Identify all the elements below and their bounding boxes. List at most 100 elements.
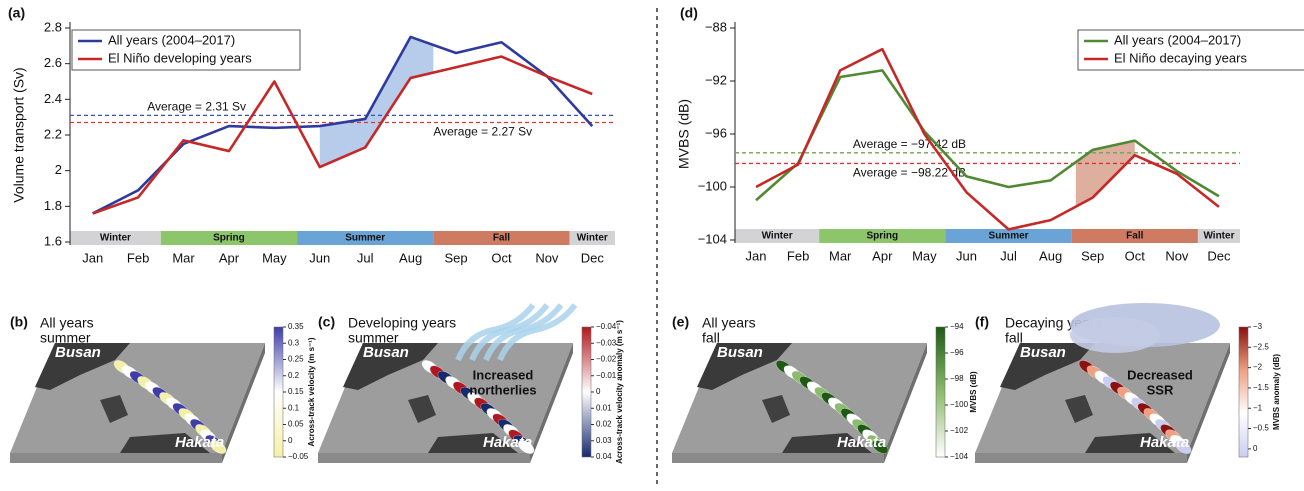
season-label: Spring <box>866 231 898 242</box>
legend-label: All years (2004–2017) <box>108 32 235 47</box>
x-tick-label: Dec <box>581 250 605 265</box>
map-side <box>10 453 222 463</box>
annotation: Decreased <box>1127 367 1193 382</box>
x-tick-label: Oct <box>491 250 512 265</box>
colorbar-label: Across-track velocity anomaly (m s⁻¹) <box>615 320 624 464</box>
panel-label: (f) <box>975 314 989 330</box>
season-label: Summer <box>989 231 1029 242</box>
y-tick-label: −100 <box>698 178 727 193</box>
colorbar-tick-label: −0.01 <box>596 371 617 380</box>
x-tick-label: Feb <box>787 248 809 263</box>
x-tick-label: Mar <box>829 248 852 263</box>
city-label: Busan <box>1020 344 1066 361</box>
colorbar-tick-label: −0.05 <box>288 452 309 461</box>
average-label: Average = 2.31 Sv <box>147 100 246 114</box>
x-tick-label: May <box>262 250 287 265</box>
x-tick-label: Aug <box>1039 248 1062 263</box>
season-label: Fall <box>493 233 510 244</box>
x-tick-label: Feb <box>127 250 149 265</box>
colorbar-tick-label: 0.01 <box>596 403 612 412</box>
panel-title: All years <box>40 315 94 331</box>
x-tick-label: Mar <box>172 250 195 265</box>
city-label: Hakata <box>483 434 532 451</box>
colorbar-label: MVBS anomaly (dB) <box>1272 354 1281 430</box>
y-tick-label: 1.8 <box>44 198 62 213</box>
colorbar-tick-label: −96 <box>950 348 964 357</box>
season-label: Summer <box>345 233 385 244</box>
y-tick-label: −88 <box>705 19 727 34</box>
colorbar-label: Across-track velocity (m s⁻¹) <box>307 337 316 446</box>
city-label: Hakata <box>175 434 224 451</box>
colorbar <box>936 327 945 457</box>
colorbar <box>1239 327 1248 457</box>
y-tick-label: 1.6 <box>44 233 62 248</box>
colorbar-tick-label: 0.35 <box>288 322 304 331</box>
colorbar-tick-label: −0.5 <box>1253 424 1269 433</box>
annotation: northerlies <box>469 382 536 397</box>
colorbar <box>582 327 591 457</box>
x-tick-label: Sep <box>444 250 467 265</box>
season-label: Winter <box>1203 231 1234 242</box>
y-tick-label: −104 <box>698 231 727 246</box>
map-side <box>672 453 884 463</box>
shaded-difference <box>1076 141 1135 207</box>
colorbar-tick-label: 0 <box>1253 444 1258 453</box>
y-tick-label: 2.4 <box>44 91 62 106</box>
shaded-difference <box>320 37 434 167</box>
series-line <box>756 70 1219 200</box>
colorbar-tick-label: 0 <box>596 387 601 396</box>
colorbar-label: MVBS (dB) <box>969 371 978 413</box>
series-line <box>756 49 1219 229</box>
panel-label: (b) <box>10 314 28 330</box>
figure: (a)Volume transport (Sv)WinterSpringSumm… <box>0 0 1304 491</box>
x-tick-label: May <box>912 248 937 263</box>
x-tick-label: Apr <box>219 250 240 265</box>
colorbar-tick-label: −0.04 <box>596 322 617 331</box>
colorbar-tick-label: 0.25 <box>288 355 304 364</box>
x-tick-label: Jun <box>309 250 330 265</box>
panel-label: (d) <box>680 5 698 21</box>
annotation: Increased <box>473 367 534 382</box>
colorbar <box>274 327 283 457</box>
city-label: Busan <box>717 344 763 361</box>
panel-label: (c) <box>318 314 335 330</box>
panel-label: (a) <box>8 5 25 21</box>
season-label: Fall <box>1126 231 1143 242</box>
colorbar-tick-label: −104 <box>950 452 969 461</box>
colorbar-tick-label: −98 <box>950 374 964 383</box>
colorbar-tick-label: −1 <box>1253 403 1263 412</box>
x-tick-label: Jul <box>1000 248 1017 263</box>
x-tick-label: Nov <box>1165 248 1189 263</box>
colorbar-tick-label: −1.5 <box>1253 383 1269 392</box>
map-side <box>318 453 530 463</box>
season-label: Spring <box>213 233 245 244</box>
colorbar-tick-label: −100 <box>950 400 969 409</box>
colorbar-tick-label: 0.3 <box>288 338 300 347</box>
legend-label: El Niño developing years <box>108 50 252 65</box>
colorbar-tick-label: 0.05 <box>288 420 304 429</box>
colorbar-tick-label: −102 <box>950 426 969 435</box>
colorbar-tick-label: −3 <box>1253 322 1263 331</box>
legend-label: El Niño decaying years <box>1114 50 1247 65</box>
season-label: Winter <box>577 233 608 244</box>
y-tick-label: 2 <box>55 162 62 177</box>
average-label: Average = −97.42 dB <box>853 137 966 151</box>
colorbar-tick-label: −2.5 <box>1253 342 1269 351</box>
x-tick-label: Jul <box>357 250 374 265</box>
colorbar-tick-label: −2 <box>1253 363 1263 372</box>
city-label: Busan <box>55 344 101 361</box>
y-tick-label: −96 <box>705 125 727 140</box>
y-tick-label: 2.8 <box>44 19 62 34</box>
colorbar-tick-label: 0.15 <box>288 387 304 396</box>
colorbar-tick-label: −0.02 <box>596 355 617 364</box>
x-tick-label: Oct <box>1125 248 1146 263</box>
cloud-icon <box>1070 317 1160 353</box>
panel-title: All years <box>702 315 756 331</box>
colorbar-tick-label: 0.02 <box>596 420 612 429</box>
x-tick-label: Apr <box>872 248 893 263</box>
x-tick-label: Aug <box>399 250 422 265</box>
y-tick-label: 2.6 <box>44 55 62 70</box>
x-tick-label: Jan <box>82 250 103 265</box>
panel-label: (e) <box>672 314 689 330</box>
map-side <box>975 453 1187 463</box>
